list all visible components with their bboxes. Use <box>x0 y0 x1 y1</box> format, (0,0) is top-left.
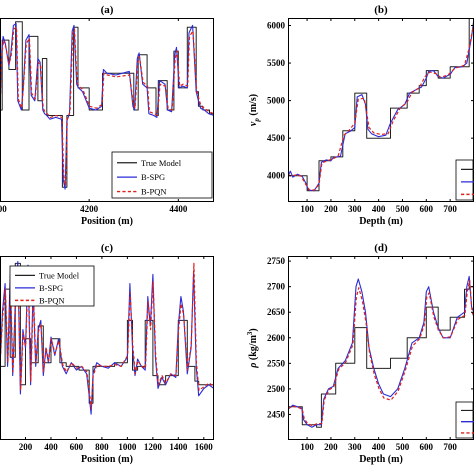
panel-title: (a) <box>101 4 114 16</box>
x-tick-label: 1000 <box>118 442 137 452</box>
panel-d: (d) 100 200 300 400 500 600 700 2450 2500 2550 2600… <box>246 242 474 465</box>
x-tick-label: 000 <box>0 204 7 214</box>
x-tick-label: 400 <box>44 442 58 452</box>
x-tick-label: 4400 <box>169 204 188 214</box>
y-tick-label: 5500 <box>267 58 286 68</box>
y-tick-label: 2650 <box>267 307 286 317</box>
plot-frame <box>288 256 474 440</box>
x-tick-label: 400 <box>372 442 386 452</box>
x-axis-label: Depth (m) <box>359 454 403 465</box>
x-tick-label: 600 <box>420 204 434 214</box>
x-tick-label: 600 <box>70 442 84 452</box>
legend-box <box>455 401 474 439</box>
legend-box <box>455 159 474 201</box>
x-tick-label: 100 <box>300 442 314 452</box>
series-group <box>0 21 214 190</box>
y-tick-label: 2500 <box>267 384 286 394</box>
legend-entry: B-SPG <box>39 283 63 293</box>
x-axis-label: Position (m) <box>81 454 133 465</box>
y-tick-label: 2750 <box>267 256 286 266</box>
legend-entry: True Model <box>39 270 80 280</box>
x-tick-label: 300 <box>348 442 362 452</box>
legend <box>455 401 474 439</box>
x-tick-label: 4200 <box>80 204 99 214</box>
x-tick-label: 200 <box>19 442 33 452</box>
x-tick-label: 1400 <box>169 442 188 452</box>
x-tick-label: 700 <box>443 442 457 452</box>
y-tick-label: 4000 <box>267 171 286 181</box>
series-line-b-spg <box>288 275 474 428</box>
panel-title: (d) <box>374 242 388 254</box>
panel-b: (b) 100 200 300 400 500 600 700 4000 4500 5000 5500… <box>248 4 474 227</box>
x-tick-label: 300 <box>348 204 362 214</box>
x-tick-label: 600 <box>420 442 434 452</box>
legend: True Model B-SPG B-PQN <box>9 265 95 307</box>
series-line-true-model <box>288 18 474 192</box>
y-axis-label: vp (m/s) <box>248 94 261 126</box>
x-tick-label: 200 <box>324 442 338 452</box>
series-group <box>288 18 474 192</box>
series-group <box>288 275 474 428</box>
panel-title: (b) <box>374 4 388 16</box>
x-tick-label: 700 <box>443 204 457 214</box>
panel-c: (c) 200 400 600 800 1000 1200 1400 1600 Position … <box>0 242 214 465</box>
series-line-true-model <box>0 262 214 404</box>
series-line-b-pqn <box>0 26 214 186</box>
y-tick-label: 2600 <box>267 333 286 343</box>
x-axis-label: Position (m) <box>81 216 133 227</box>
y-axis-label: ρ (kg/m3) <box>246 328 259 369</box>
legend: True Model B-SPG B-PQN <box>111 151 213 199</box>
legend-box <box>111 151 213 199</box>
y-tick-label: 6000 <box>267 21 286 31</box>
plot-frame <box>0 18 214 202</box>
legend-entry: B-PQN <box>141 187 167 197</box>
series-line-b-spg <box>0 260 214 415</box>
legend-entry: B-SPG <box>141 172 165 182</box>
y-tick-label: 2450 <box>267 409 286 419</box>
series-line-b-pqn <box>288 21 474 191</box>
series-line-true-model <box>288 286 474 428</box>
plot-frame <box>0 256 214 440</box>
panel-a: (a) 000 4200 4400 Position (m) True Model B-SP… <box>0 4 214 227</box>
x-tick-label: 200 <box>324 204 338 214</box>
x-tick-label: 100 <box>300 204 314 214</box>
legend-entry: B-PQN <box>39 295 65 305</box>
y-tick-label: 4500 <box>267 133 286 143</box>
y-tick-label: 2700 <box>267 282 286 292</box>
x-tick-label: 1600 <box>195 442 214 452</box>
x-tick-label: 400 <box>372 204 386 214</box>
legend-entry: True Model <box>141 158 182 168</box>
legend-box <box>9 265 95 307</box>
plot-frame <box>288 18 474 202</box>
series-line-b-spg <box>288 18 474 192</box>
legend <box>455 159 474 201</box>
x-tick-label: 800 <box>95 442 109 452</box>
panel-title: (c) <box>101 242 114 254</box>
y-tick-label: 5000 <box>267 96 286 106</box>
x-tick-label: 500 <box>396 442 410 452</box>
series-group <box>0 260 214 415</box>
x-tick-label: 1200 <box>144 442 163 452</box>
y-tick-label: 2550 <box>267 358 286 368</box>
x-axis-label: Depth (m) <box>359 216 403 227</box>
x-tick-label: 500 <box>396 204 410 214</box>
series-line-b-pqn <box>288 279 474 427</box>
